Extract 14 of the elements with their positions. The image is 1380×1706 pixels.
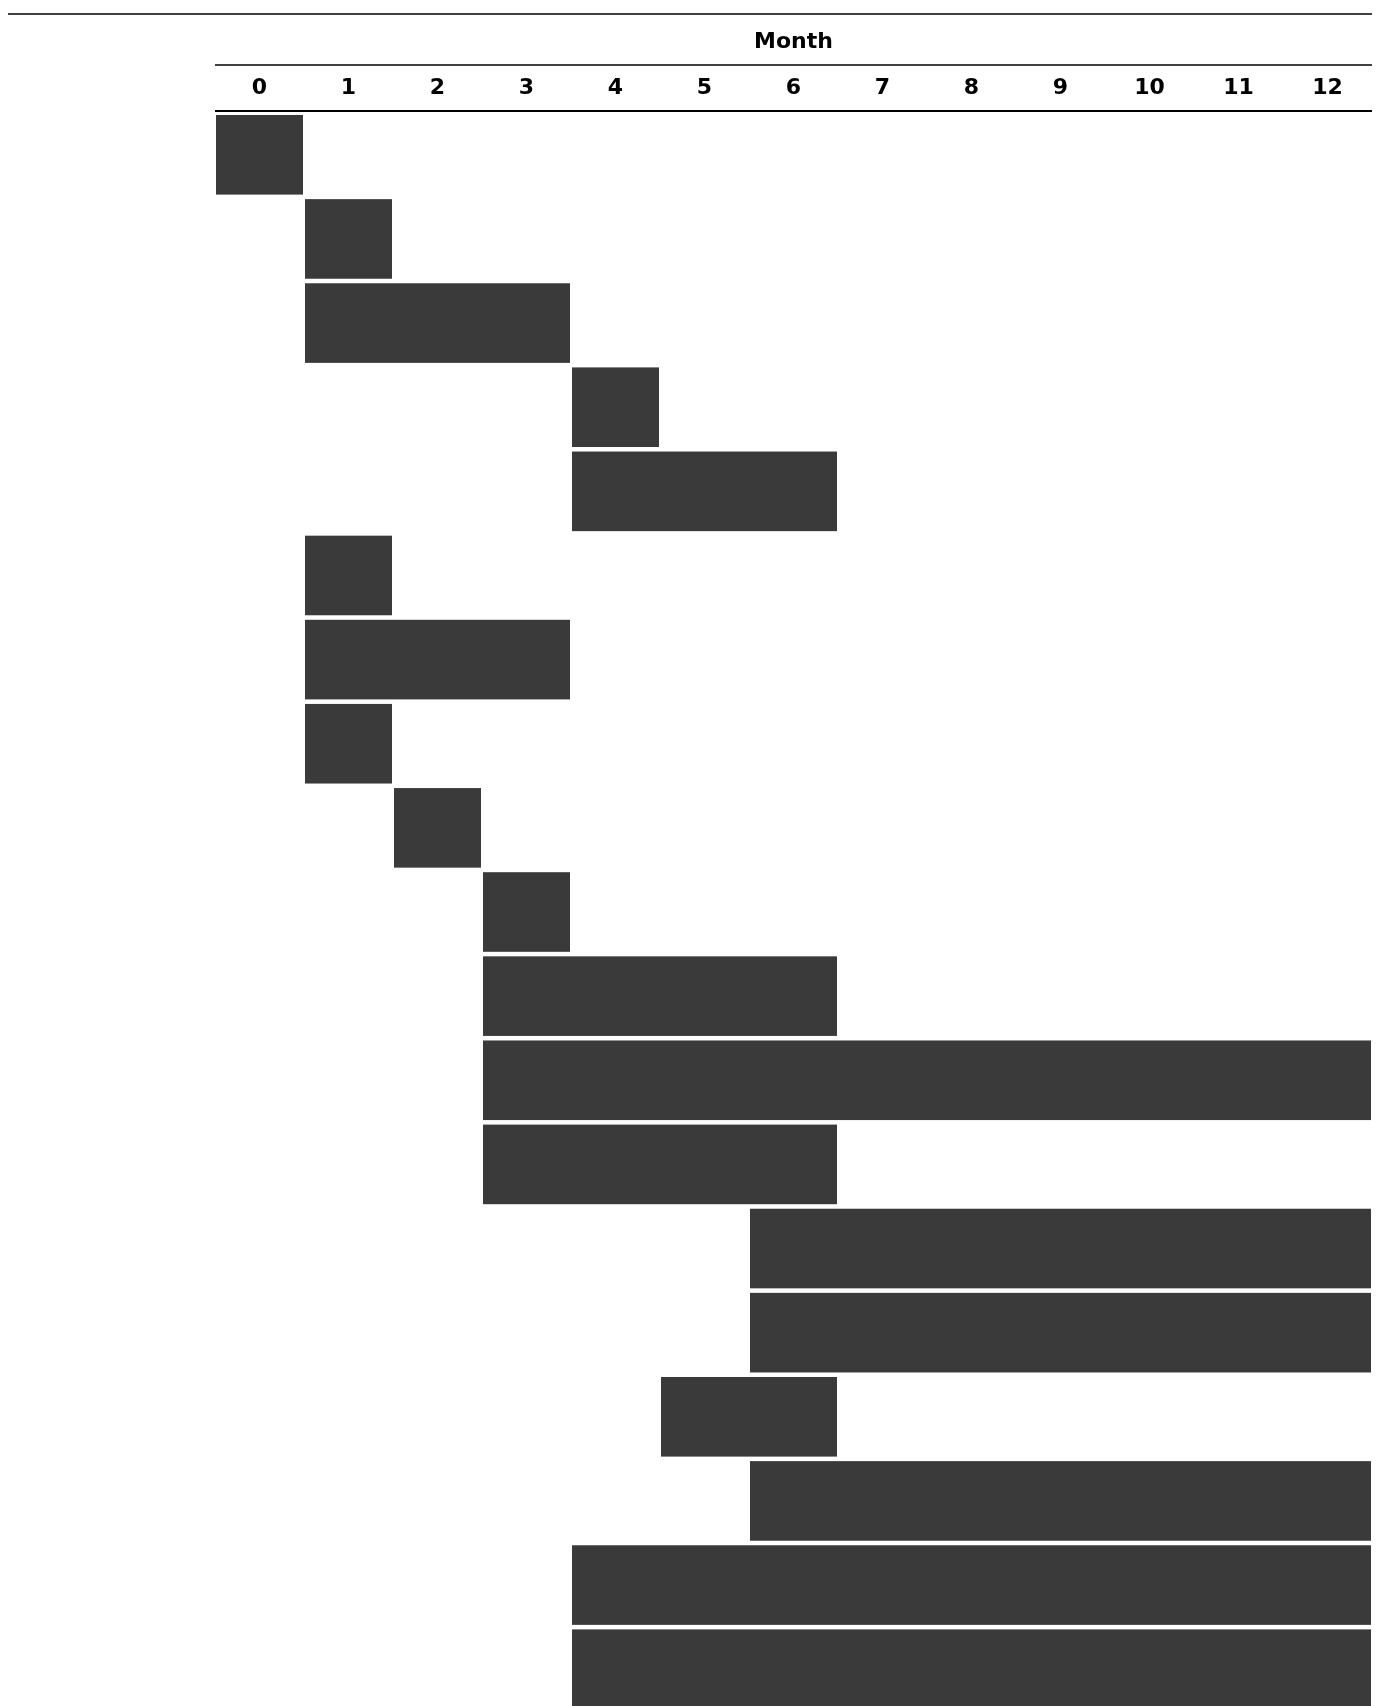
x-axis-title: Month [754, 28, 833, 53]
x-tick-label: 11 [1223, 74, 1254, 99]
x-tick-label: 4 [607, 74, 624, 99]
x-tick-label: 3 [518, 74, 535, 99]
x-tick-label: 0 [251, 74, 268, 99]
x-tick-label: 8 [963, 74, 980, 99]
x-tick-label: 7 [874, 74, 891, 99]
x-tick-label: 6 [785, 74, 802, 99]
x-tick-label: 5 [696, 74, 713, 99]
x-tick-label: 9 [1052, 74, 1069, 99]
x-tick-label: 1 [340, 74, 357, 99]
x-tick-label: 12 [1312, 74, 1343, 99]
x-tick-label: 2 [429, 74, 446, 99]
x-tick-label: 10 [1134, 74, 1165, 99]
